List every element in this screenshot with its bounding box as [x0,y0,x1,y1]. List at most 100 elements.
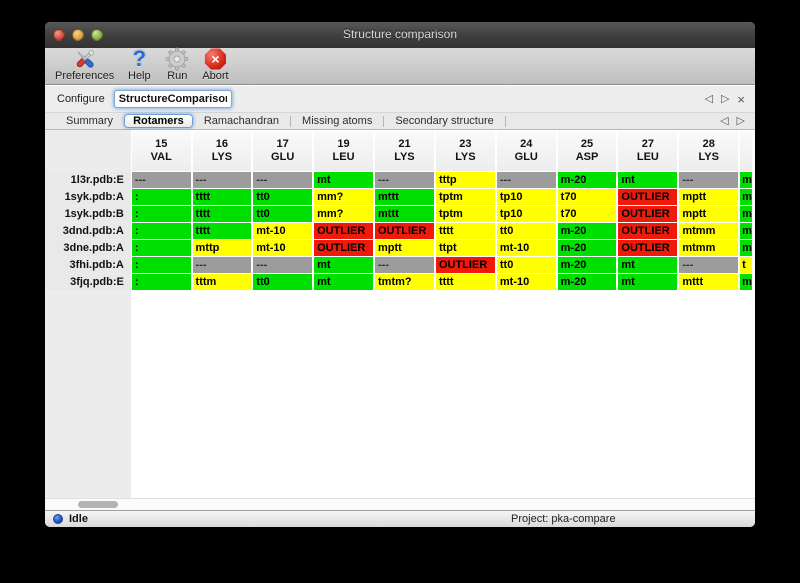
tab-summary[interactable]: Summary [66,115,114,127]
configure-input[interactable] [113,90,232,108]
table-cell[interactable]: t70 [557,189,617,205]
table-cell[interactable]: tp10 [496,189,556,205]
table-cell[interactable]: --- [192,172,252,188]
table-cell[interactable]: tt0 [253,206,313,222]
table-cell[interactable]: mt [618,274,678,290]
table-cell[interactable]: mt [314,274,373,290]
table-cell[interactable]: tt0 [253,274,313,290]
table-cell[interactable]: mt-10 [496,240,556,256]
tab-missing-atoms[interactable]: Missing atoms [302,115,373,127]
table-cell[interactable]: : [131,274,191,290]
table-cell[interactable]: tptm [435,206,495,222]
table-cell[interactable]: t [740,257,752,273]
table-cell[interactable]: tttt [192,189,252,205]
table-cell[interactable]: mt-10 [253,223,313,239]
run-button[interactable]: Run [164,47,190,82]
table-cell[interactable]: OUTLIER [618,189,678,205]
table-cell[interactable]: --- [192,257,252,273]
table-cell[interactable]: t70 [557,206,617,222]
table-cell[interactable]: --- [253,172,313,188]
abort-button[interactable]: × Abort [202,47,229,82]
table-cell[interactable]: m-20 [557,240,617,256]
table-cell[interactable]: : [131,206,191,222]
table-cell[interactable]: mttt [679,274,739,290]
table-cell[interactable]: --- [375,172,434,188]
table-cell[interactable]: OUTLIER [435,257,495,273]
table-cell[interactable]: mt [314,257,373,273]
table-cell[interactable]: tttt [192,223,252,239]
table-cell[interactable]: tt0 [496,257,556,273]
table-cell[interactable]: --- [131,172,191,188]
row-label[interactable]: 3dnd.pdb:A [46,223,130,239]
table-cell[interactable]: mt-10 [253,240,313,256]
help-button[interactable]: ? Help [126,47,152,82]
configure-prev-button[interactable]: ◁ [704,92,713,105]
table-cell[interactable]: : [131,240,191,256]
table-cell[interactable]: tttm [192,274,252,290]
minimize-window-button[interactable] [72,29,84,41]
horizontal-scrollbar[interactable] [45,498,755,510]
table-cell[interactable]: mptt [679,189,739,205]
preferences-button[interactable]: Preferences [55,47,114,82]
table-cell[interactable]: tttt [435,274,495,290]
table-cell[interactable]: OUTLIER [618,240,678,256]
table-cell[interactable]: mt-10 [496,274,556,290]
table-cell[interactable]: OUTLIER [618,206,678,222]
table-cell[interactable]: mptt [375,240,434,256]
table-cell[interactable]: : [131,189,191,205]
table-cell[interactable]: --- [496,172,556,188]
row-label[interactable]: 3fjq.pdb:E [46,274,130,290]
table-cell[interactable]: --- [375,257,434,273]
table-cell[interactable]: tptm [435,189,495,205]
table-cell[interactable]: m-20 [557,172,617,188]
table-cell[interactable]: ttpt [435,240,495,256]
table-cell[interactable]: : [131,257,191,273]
table-cell[interactable]: mptt [679,206,739,222]
table-cell[interactable]: mtmm [679,240,739,256]
table-cell[interactable]: tttt [192,206,252,222]
row-label[interactable]: 3dne.pdb:A [46,240,130,256]
table-cell[interactable]: mttt [375,206,434,222]
table-cell[interactable]: mm? [314,206,373,222]
table-cell[interactable]: m [740,240,752,256]
zoom-window-button[interactable] [91,29,103,41]
table-cell[interactable]: mt [314,172,373,188]
table-cell[interactable]: mttp [192,240,252,256]
tab-ramachandran[interactable]: Ramachandran [203,115,280,127]
table-cell[interactable]: : [131,223,191,239]
row-label[interactable]: 1l3r.pdb:E [46,172,130,188]
table-cell[interactable]: tttp [435,172,495,188]
table-cell[interactable]: mttt [375,189,434,205]
table-cell[interactable]: --- [253,257,313,273]
table-cell[interactable]: tt0 [496,223,556,239]
close-window-button[interactable] [53,29,65,41]
table-cell[interactable]: mt [618,172,678,188]
configure-next-button[interactable]: ▷ [720,92,730,105]
table-cell[interactable]: m [740,274,752,290]
row-label[interactable]: 1syk.pdb:A [46,189,130,205]
table-cell[interactable]: m [740,206,752,222]
tab-rotamers[interactable]: Rotamers [124,114,193,128]
table-cell[interactable]: mt [618,257,678,273]
table-cell[interactable]: m [740,172,752,188]
table-cell[interactable]: OUTLIER [375,223,434,239]
tabs-next-button[interactable]: ▷ [736,115,745,127]
table-cell[interactable]: m-20 [557,274,617,290]
table-cell[interactable]: OUTLIER [314,240,373,256]
configure-close-button[interactable]: × [737,91,745,107]
table-cell[interactable]: m-20 [557,223,617,239]
table-cell[interactable]: OUTLIER [314,223,373,239]
table-cell[interactable]: tttt [435,223,495,239]
tab-secondary-structure[interactable]: Secondary structure [395,115,494,127]
tabs-prev-button[interactable]: ◁ [720,115,729,127]
table-cell[interactable]: OUTLIER [618,223,678,239]
table-cell[interactable]: m-20 [557,257,617,273]
table-cell[interactable]: mtmm [679,223,739,239]
table-cell[interactable]: tt0 [253,189,313,205]
row-label[interactable]: 1syk.pdb:B [46,206,130,222]
table-cell[interactable]: m [740,223,752,239]
scrollbar-thumb[interactable] [78,501,118,508]
table-cell[interactable]: mm? [314,189,373,205]
table-cell[interactable]: tp10 [496,206,556,222]
table-cell[interactable]: --- [679,257,739,273]
